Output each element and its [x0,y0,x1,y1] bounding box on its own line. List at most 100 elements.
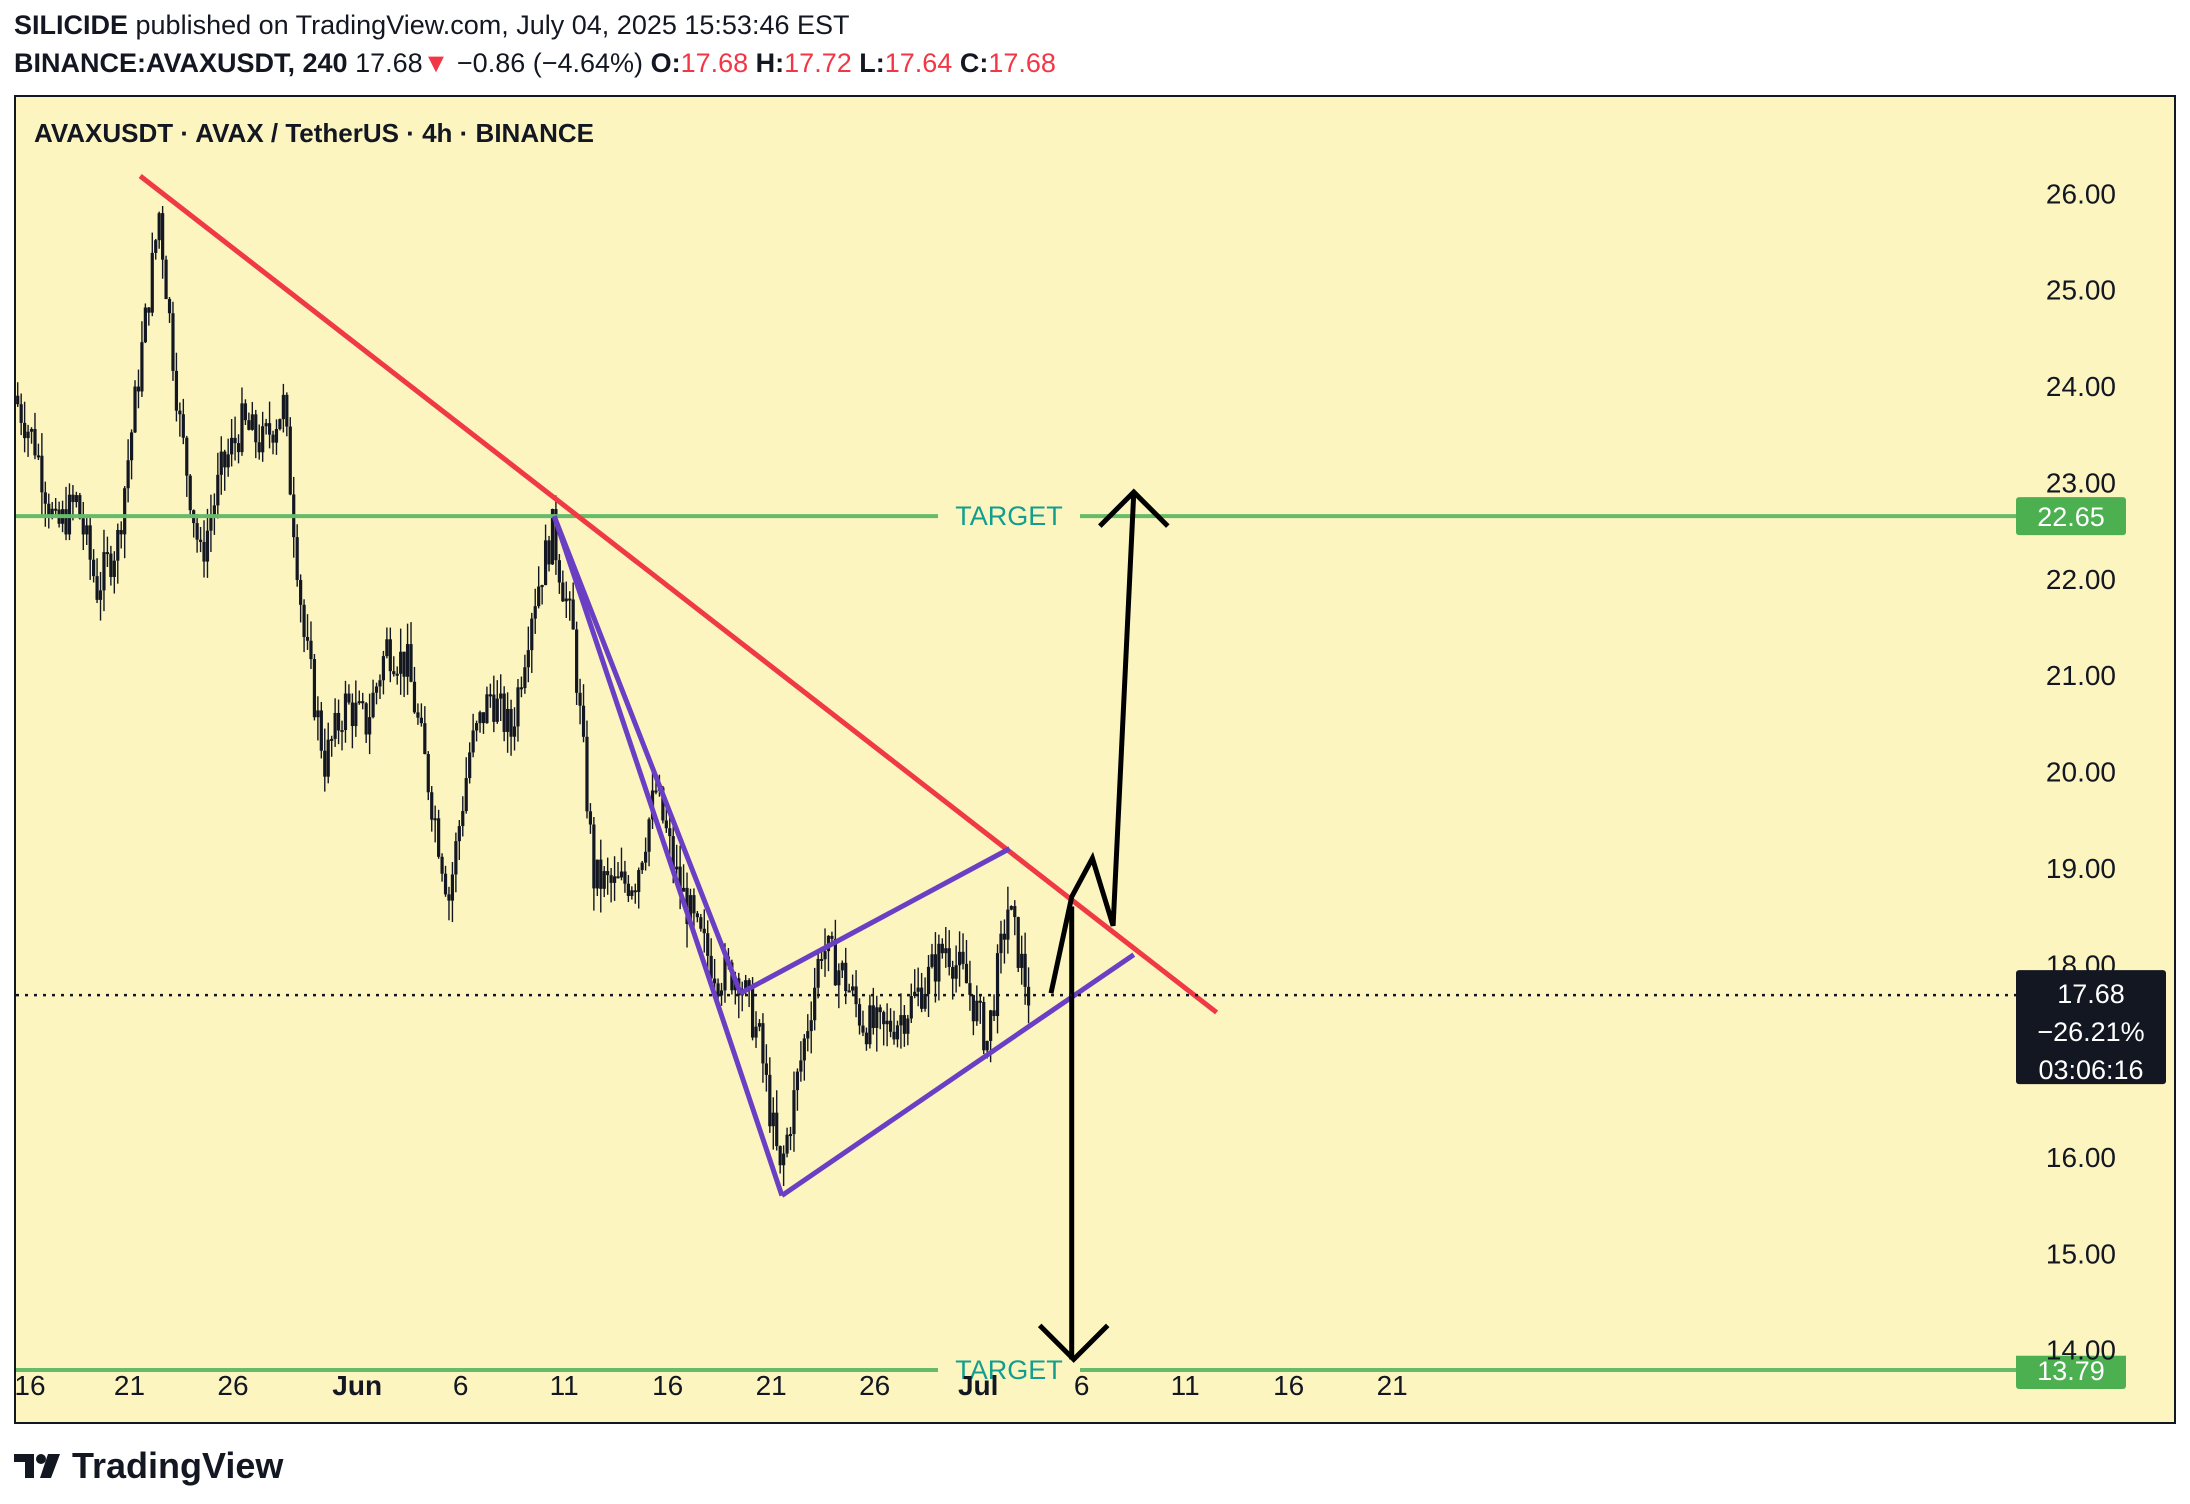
candle-body [16,395,20,405]
time-tick: 21 [1377,1370,1408,1401]
candle-body [64,509,68,535]
candle-body [488,694,492,697]
drawings-layer [16,174,2016,1363]
price-tick: 15.00 [2046,1238,2116,1269]
price-tick: 21.00 [2046,660,2116,691]
candle-body [423,723,427,755]
candle-body [913,991,917,997]
candle-body [1013,906,1017,918]
candle-body [202,541,206,562]
time-axis[interactable]: 16 21 26 Jun 6 11 16 21 26 Jul 6 11 16 21 [16,1370,1408,1401]
pattern-line [780,952,1136,1198]
candle-body [264,423,268,427]
candle-body [771,1112,775,1127]
candle-body [319,710,323,751]
time-tick: 6 [1074,1370,1090,1401]
candle-body [523,667,527,689]
candle-body [47,503,51,516]
candle-body [154,240,158,253]
candle-body [930,954,934,967]
chart-area[interactable]: TARGET 22.65 TARGET 13.79 26.00 25.00 24.00 23… [14,95,2176,1424]
target-label: TARGET [955,501,1063,531]
candle-body [26,431,30,439]
candle-body [661,787,665,821]
candle-body [354,702,358,727]
candle-body [374,686,379,693]
candle-body [616,876,620,879]
candle-body [174,370,179,411]
candle-body [267,423,272,435]
candle-body [599,859,603,889]
candle-body [502,693,506,732]
symbol-label: BINANCE:AVAXUSDT, 240 [14,48,348,78]
candle-body [430,792,434,820]
candle-body [312,659,317,718]
candle-body [492,694,496,722]
time-tick: 16 [16,1370,46,1401]
candle-body [564,598,568,602]
candle-body [971,994,975,1022]
candle-body [764,1063,768,1075]
candle-body [54,508,58,511]
candle-body [992,1010,996,1017]
candle-body [954,965,958,979]
time-tick: 16 [1273,1370,1304,1401]
candle-body [219,451,223,475]
candle-body [481,712,486,724]
candle-body [240,403,244,453]
low-value: 17.64 [884,48,953,78]
candle-body [474,723,479,731]
candle-body [964,963,969,984]
candle-body [195,523,199,540]
candle-body [185,437,189,476]
candle-body [788,1134,793,1137]
candle-body [723,956,727,991]
candle-body [882,1012,886,1025]
candle-body [637,870,641,892]
candle-body [1009,906,1013,910]
close-label: C: [959,48,989,78]
candle-body [940,943,944,954]
candle-body [681,887,686,892]
candle-body [947,948,951,968]
candle-body [854,986,858,1005]
price-axis[interactable]: 26.00 25.00 24.00 23.00 22.00 21.00 20.00 19.00… [2016,178,2166,1366]
last-price: 17.68 [355,48,423,78]
candle-body [588,811,593,825]
tradingview-logo[interactable]: TradingView [14,1444,283,1488]
candle-body [675,866,679,870]
publish-info: SILICIDE published on TradingView.com, J… [14,10,850,41]
candle-body [547,540,551,565]
candle-body [399,651,403,674]
candle-body [1002,933,1007,940]
price-chart[interactable]: TARGET 22.65 TARGET 13.79 26.00 25.00 24.00 23… [16,97,2174,1422]
candle-body [457,826,461,842]
candle-body [895,1025,900,1040]
candle-body [23,422,27,439]
candle-body [571,599,575,630]
candle-body [340,730,344,733]
candle-body [864,1032,869,1045]
candle-body [830,935,834,939]
candle-body [468,752,472,779]
candle-body [654,790,658,793]
candle-body [257,442,261,453]
last-price-badge-text: 17.68 [2057,979,2125,1009]
candle-body [609,875,613,883]
candle-body [433,818,437,821]
candle-body [464,778,468,812]
candle-body [343,693,348,731]
candle-body [50,508,54,516]
candle-body [978,1000,982,1003]
candle-body [806,1031,810,1039]
candle-body [761,1023,765,1064]
publisher-name[interactable]: SILICIDE [14,10,129,40]
candle-body [405,644,410,677]
price-tick: 23.00 [2046,467,2116,498]
candle-body [288,426,292,495]
candle-body [578,692,582,706]
candle-body [105,552,110,555]
time-tick: 16 [652,1370,683,1401]
high-value: 17.72 [784,48,852,78]
candle-body [837,970,841,986]
